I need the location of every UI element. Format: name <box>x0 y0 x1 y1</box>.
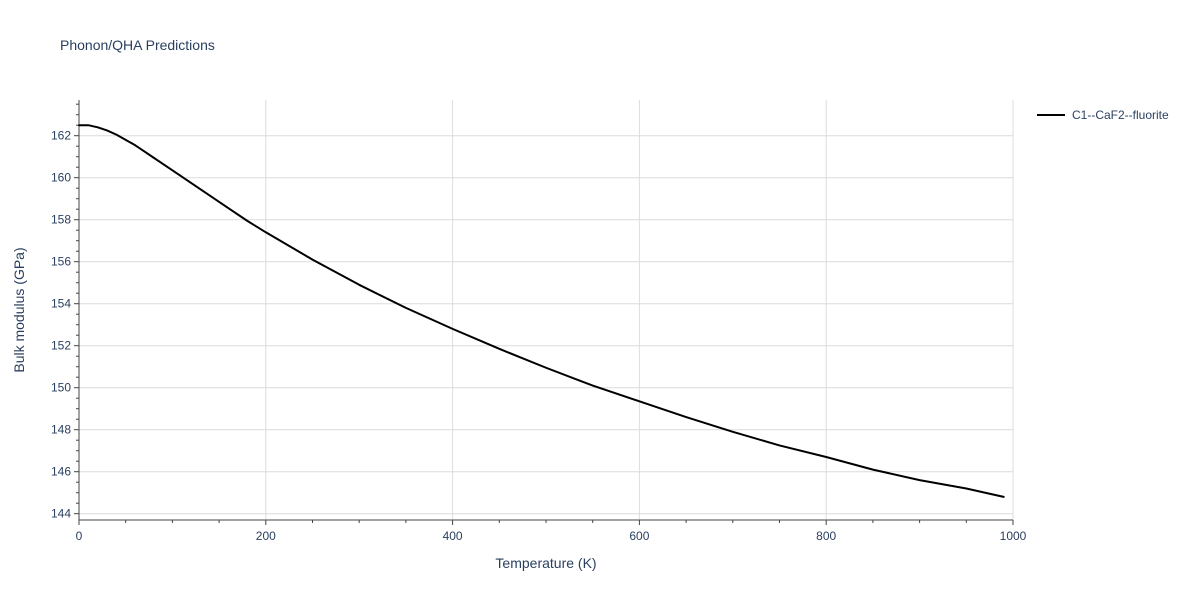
y-tick-label: 162 <box>51 129 71 143</box>
x-tick-label: 600 <box>629 529 649 543</box>
x-axis-title: Temperature (K) <box>495 555 596 571</box>
series-lines <box>78 124 1005 498</box>
y-tick-label: 148 <box>51 423 71 437</box>
legend-label[interactable]: C1--CaF2--fluorite <box>1072 108 1169 122</box>
y-tick-label: 146 <box>51 465 71 479</box>
x-gridlines <box>265 100 1014 520</box>
chart-title: Phonon/QHA Predictions <box>60 37 215 53</box>
y-tick-label: 144 <box>51 507 71 521</box>
y-gridlines <box>79 135 1013 515</box>
x-tick-label: 200 <box>256 529 276 543</box>
y-axis-title: Bulk modulus (GPa) <box>11 247 27 372</box>
x-tick-label: 800 <box>816 529 836 543</box>
x-tick-labels: 0 200 400 600 800 1000 <box>76 529 1027 543</box>
y-tick-label: 154 <box>51 297 71 311</box>
y-tick-labels: 144 146 148 150 152 154 156 158 160 162 <box>51 129 71 521</box>
y-tick-label: 150 <box>51 381 71 395</box>
y-tick-label: 158 <box>51 213 71 227</box>
x-tick-label: 400 <box>443 529 463 543</box>
x-tick-label: 1000 <box>1000 529 1027 543</box>
x-tick-label: 0 <box>76 529 83 543</box>
y-tick-label: 152 <box>51 339 71 353</box>
y-tick-label: 160 <box>51 171 71 185</box>
series-line <box>78 124 1005 498</box>
y-tick-label: 156 <box>51 255 71 269</box>
legend[interactable]: C1--CaF2--fluorite <box>1037 108 1169 122</box>
